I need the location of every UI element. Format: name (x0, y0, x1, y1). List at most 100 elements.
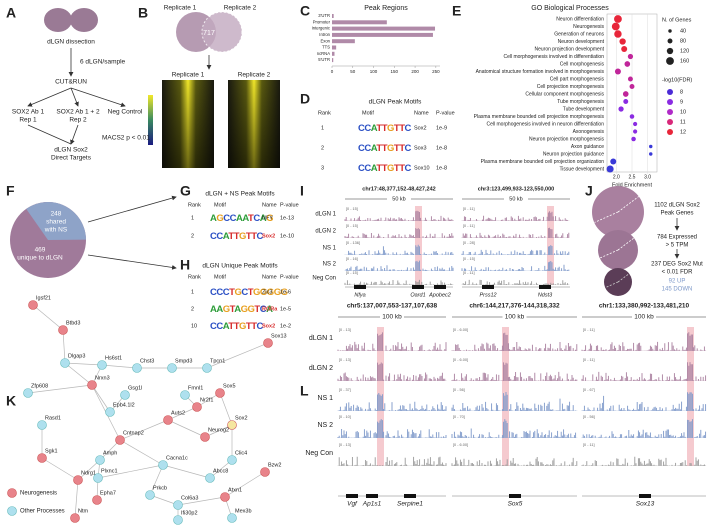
network-node (92, 495, 102, 505)
y-tick-label: ncRNA (317, 51, 330, 56)
signal-track (344, 279, 454, 285)
point (631, 136, 636, 142)
pie-label: with NS (44, 227, 68, 234)
bar (332, 20, 387, 25)
point (618, 106, 624, 112)
table-header: Motif (362, 110, 374, 116)
network-node (28, 300, 38, 310)
pie-caption: Peak Genes (660, 211, 693, 217)
legend-color (667, 129, 673, 135)
motif-logo: CCATTGTTC (210, 321, 264, 332)
flow-step: Direct Targets (51, 155, 92, 162)
network-edge (167, 419, 206, 438)
range-label: [0 - 16] (346, 257, 358, 261)
scale-bg (380, 313, 404, 321)
brain-icon (70, 8, 98, 32)
point (622, 91, 629, 97)
range-label: [0 - 15] (346, 224, 358, 228)
node-label: Prkcb (153, 485, 167, 491)
point (610, 158, 617, 165)
legend-label: 40 (680, 28, 686, 34)
y-tick-label: Generation of neurons (554, 31, 604, 37)
panel-label: H (180, 257, 190, 273)
table-cell: 1 (191, 215, 194, 221)
network-node (97, 360, 107, 370)
peak-highlight (502, 327, 509, 466)
legend-color (667, 89, 673, 95)
region-coords: chr17:48,377,152-48,427,242 (362, 186, 435, 192)
network-node (180, 390, 190, 400)
table-cell: 1e-8 (436, 145, 447, 151)
flow-step: Rep 2 (69, 117, 87, 124)
track-label: NS 2 (323, 261, 337, 267)
network-edge (74, 479, 79, 519)
track-label: dLGN 1 (315, 211, 336, 217)
table-cell: 2 (321, 145, 324, 151)
track-label: NS 1 (323, 245, 337, 251)
y-tick-label: Axonogenesis (573, 129, 605, 135)
network-edge (27, 384, 93, 394)
motif-logo: AAGTAGGTCA (210, 304, 273, 315)
network-node (260, 467, 270, 477)
range-label: [0 - 28] (463, 241, 475, 245)
network-edge (64, 362, 93, 386)
network-edge (162, 464, 211, 479)
pie-label: unique to dLGN (17, 255, 63, 262)
network-edge (149, 494, 179, 506)
network-node (37, 420, 47, 430)
table-cell: 2 (191, 306, 194, 312)
node-label: Atxn1 (228, 487, 242, 493)
range-label: [0 - 56] (583, 415, 595, 419)
node-label: Hs6st1 (105, 355, 122, 361)
node-label: Auts2 (171, 410, 185, 416)
range-label: [0 - 136] (346, 241, 360, 245)
node-label: Col6a3 (181, 495, 198, 501)
network-node (115, 435, 125, 445)
table-header: Name (262, 274, 277, 280)
legend-label: 11 (680, 119, 686, 125)
scale-label: 100 kb (382, 314, 402, 321)
network-node (163, 415, 173, 425)
gene-model (482, 285, 494, 289)
signal-track (461, 211, 570, 221)
scale-bg (504, 195, 528, 203)
table-header: Motif (214, 202, 226, 208)
network-node (173, 515, 183, 525)
pie-label: 248 (51, 211, 62, 218)
y-tick-label: Plasma membrane bounded cell projection … (481, 159, 605, 165)
signal-track (337, 419, 447, 438)
gene-model (639, 494, 651, 498)
range-label: [0 - 15] (463, 257, 475, 261)
table-title: dLGN + NS Peak Motifs (205, 191, 275, 198)
table-header: P-value (280, 202, 299, 208)
heatmap-shade (162, 80, 214, 168)
network-node (215, 388, 225, 398)
network-node (132, 363, 142, 373)
range-label: [0 - 6.00] (453, 328, 468, 332)
panel-label: I (300, 183, 304, 199)
pie-divider (605, 273, 630, 288)
network-node (202, 363, 212, 373)
point (633, 121, 638, 127)
legend-color (667, 99, 673, 105)
pie-caption: 784 Expressed (657, 235, 697, 241)
table-header: Motif (214, 274, 226, 280)
signal-track (337, 456, 447, 466)
range-label: [0 - 6.00] (453, 443, 468, 447)
node-label: Amph (103, 450, 117, 456)
gene-label: Vgf (347, 501, 358, 508)
legend-size (666, 47, 674, 55)
panel-label: K (6, 393, 16, 409)
point (623, 99, 629, 104)
node-label: Clic4 (235, 450, 247, 456)
table-cell: 1e-9 (436, 125, 447, 131)
region-coords: chr1:133,380,992-133,481,210 (599, 303, 690, 310)
network-edge (149, 464, 164, 496)
network-node (158, 460, 168, 470)
y-tick-label: Exon (320, 38, 330, 43)
track-label: dLGN 2 (309, 365, 333, 372)
network-node (70, 513, 80, 523)
legend-size (666, 57, 674, 65)
table-cell: Zic3 (262, 289, 272, 295)
flow-step: Rep 1 (19, 117, 37, 124)
